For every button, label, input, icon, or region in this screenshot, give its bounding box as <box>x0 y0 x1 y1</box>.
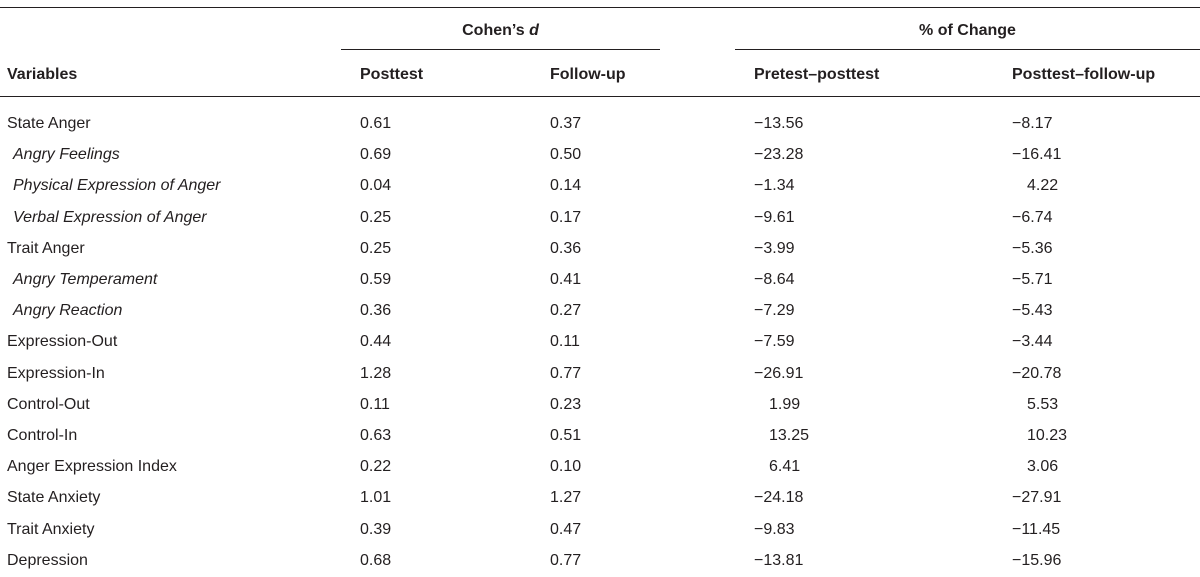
cell-followup: 0.10 <box>550 458 582 475</box>
row-variable: Angry Reaction <box>13 302 123 319</box>
cell-posttest-followup: −5.43 <box>1012 302 1053 319</box>
row-variable: Depression <box>7 552 88 569</box>
col-header-followup: Follow-up <box>550 66 626 83</box>
cell-posttest: 0.61 <box>360 115 392 132</box>
cell-posttest: 0.11 <box>360 396 390 413</box>
cell-pretest-posttest: 6.41 <box>769 458 801 475</box>
cell-pretest-posttest: −26.91 <box>754 365 804 382</box>
cell-followup: 0.41 <box>550 271 582 288</box>
cell-posttest: 0.44 <box>360 333 392 350</box>
pct-change-underline <box>735 49 1200 50</box>
cohens-d-prefix: Cohen’s <box>462 22 530 39</box>
row-variable: Control-In <box>7 427 78 444</box>
cell-followup: 0.27 <box>550 302 582 319</box>
cell-posttest: 0.36 <box>360 302 392 319</box>
cell-posttest: 0.69 <box>360 146 392 163</box>
pct-change-header: % of Change <box>919 22 1016 39</box>
cell-posttest: 0.25 <box>360 209 392 226</box>
cell-followup: 0.77 <box>550 552 582 569</box>
cell-pretest-posttest: −3.99 <box>754 240 795 257</box>
top-rule <box>0 7 1200 8</box>
row-variable: Angry Temperament <box>13 271 158 288</box>
row-variable: State Anxiety <box>7 489 101 506</box>
cell-posttest: 0.39 <box>360 521 392 538</box>
cell-followup: 0.17 <box>550 209 582 226</box>
cell-pretest-posttest: −23.28 <box>754 146 804 163</box>
row-variable: Trait Anxiety <box>7 521 95 538</box>
cell-posttest-followup: −5.36 <box>1012 240 1053 257</box>
row-variable: Trait Anger <box>7 240 85 257</box>
cell-posttest-followup: −16.41 <box>1012 146 1062 163</box>
cell-posttest-followup: −6.74 <box>1012 209 1053 226</box>
cell-pretest-posttest: −9.83 <box>754 521 795 538</box>
cohens-d-underline <box>341 49 660 50</box>
cell-posttest: 0.63 <box>360 427 392 444</box>
cell-posttest-followup: −3.44 <box>1012 333 1053 350</box>
cell-posttest: 1.01 <box>360 489 392 506</box>
cell-pretest-posttest: −7.29 <box>754 302 795 319</box>
cell-followup: 0.23 <box>550 396 582 413</box>
cell-followup: 0.11 <box>550 333 580 350</box>
cell-followup: 0.36 <box>550 240 582 257</box>
cell-posttest: 0.22 <box>360 458 392 475</box>
row-variable: Control-Out <box>7 396 90 413</box>
cell-posttest: 1.28 <box>360 365 392 382</box>
cell-pretest-posttest: −7.59 <box>754 333 795 350</box>
col-header-variables: Variables <box>7 66 78 83</box>
cell-posttest-followup: −8.17 <box>1012 115 1053 132</box>
cell-pretest-posttest: 1.99 <box>769 396 801 413</box>
cell-followup: 0.50 <box>550 146 582 163</box>
cell-followup: 0.51 <box>550 427 582 444</box>
row-variable: State Anger <box>7 115 91 132</box>
row-variable: Verbal Expression of Anger <box>13 209 207 226</box>
cell-posttest-followup: 5.53 <box>1027 396 1059 413</box>
cohens-d-header: Cohen’s d <box>341 21 660 41</box>
col-header-posttest: Posttest <box>360 66 424 83</box>
cell-posttest: 0.59 <box>360 271 392 288</box>
row-variable: Physical Expression of Anger <box>13 177 221 194</box>
cell-pretest-posttest: −1.34 <box>754 177 795 194</box>
cell-posttest-followup: 4.22 <box>1027 177 1059 194</box>
cell-posttest-followup: −27.91 <box>1012 489 1062 506</box>
row-variable: Angry Feelings <box>13 146 120 163</box>
cell-posttest: 0.68 <box>360 552 392 569</box>
cell-posttest-followup: 3.06 <box>1027 458 1059 475</box>
cell-pretest-posttest: −13.81 <box>754 552 804 569</box>
cell-pretest-posttest: −9.61 <box>754 209 795 226</box>
header-bottom-rule <box>0 96 1200 97</box>
row-variable: Expression-Out <box>7 333 118 350</box>
cell-pretest-posttest: −24.18 <box>754 489 804 506</box>
cell-pretest-posttest: −8.64 <box>754 271 795 288</box>
cell-followup: 1.27 <box>550 489 582 506</box>
row-variable: Expression-In <box>7 365 105 382</box>
row-variable: Anger Expression Index <box>7 458 177 475</box>
cell-pretest-posttest: 13.25 <box>769 427 810 444</box>
col-header-pretest-posttest: Pretest–posttest <box>754 66 880 83</box>
cell-posttest: 0.25 <box>360 240 392 257</box>
cell-pretest-posttest: −13.56 <box>754 115 804 132</box>
cell-posttest-followup: −11.45 <box>1012 521 1061 538</box>
cell-posttest-followup: −15.96 <box>1012 552 1062 569</box>
cell-followup: 0.77 <box>550 365 582 382</box>
cell-followup: 0.14 <box>550 177 582 194</box>
cell-posttest-followup: −5.71 <box>1012 271 1053 288</box>
cell-followup: 0.37 <box>550 115 582 132</box>
cohens-d-symbol: d <box>529 22 539 39</box>
cell-posttest-followup: −20.78 <box>1012 365 1062 382</box>
cell-followup: 0.47 <box>550 521 582 538</box>
cell-posttest-followup: 10.23 <box>1027 427 1068 444</box>
cell-posttest: 0.04 <box>360 177 392 194</box>
col-header-posttest-followup: Posttest–follow-up <box>1012 66 1156 83</box>
